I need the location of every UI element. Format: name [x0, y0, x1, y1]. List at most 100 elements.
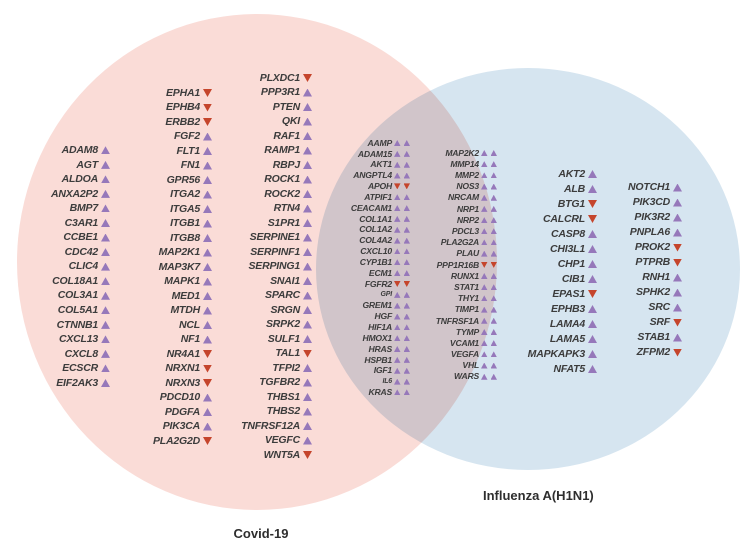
up-arrow-icon [673, 228, 682, 237]
gene-label: MAP2K1 [158, 246, 201, 259]
gene-row-ephb4: EPHB4 [166, 100, 212, 115]
up-arrow-icon [101, 189, 110, 198]
down-arrow-icon [203, 364, 212, 373]
up-arrow-icon [203, 132, 212, 141]
gene-label: PLA2G2D [152, 434, 200, 447]
gene-row-vcam1: VCAM1 [450, 338, 497, 349]
gene-label: GPR56 [166, 173, 201, 186]
up-arrow-icon [673, 183, 682, 192]
up-arrow-icon [203, 263, 212, 272]
gene-label: THBS1 [266, 390, 301, 403]
up-arrow-icon [490, 362, 497, 369]
gene-row-serping1: SERPING1 [249, 259, 312, 274]
gene-label: NRXN3 [165, 376, 200, 389]
gene-row-gpi: GPI [381, 289, 410, 300]
gene-label: MED1 [171, 289, 201, 302]
up-arrow-icon [203, 306, 212, 315]
up-arrow-icon [481, 317, 488, 324]
gene-row-itga2: ITGA2 [170, 187, 212, 202]
up-arrow-icon [101, 160, 110, 169]
gene-row-ephb3: EPHB3 [551, 302, 597, 317]
gene-row-col3a1: COL3A1 [58, 288, 110, 303]
gene-row-itga5: ITGA5 [170, 202, 212, 217]
up-arrow-icon [490, 273, 497, 280]
up-arrow-icon [588, 245, 597, 253]
gene-row-fgfr2: FGFR2 [365, 279, 410, 290]
gene-row-sulf1: SULF1 [268, 332, 312, 347]
up-arrow-icon [394, 270, 401, 277]
up-arrow-icon [403, 150, 410, 157]
gene-row-casp8: CASP8 [551, 227, 597, 242]
up-arrow-icon [203, 335, 212, 344]
gene-row-map3k7: MAP3K7 [159, 260, 212, 275]
gene-row-srpk2: SRPK2 [266, 317, 312, 332]
up-arrow-icon [394, 248, 401, 255]
gene-row-sparc: SPARC [265, 288, 312, 303]
gene-row-wars: WARS [454, 371, 497, 382]
gene-label: MAP2K2 [445, 147, 479, 158]
up-arrow-icon [673, 333, 682, 342]
gene-label: CYP1B1 [359, 257, 392, 267]
up-arrow-icon [394, 378, 401, 385]
down-arrow-icon [303, 74, 312, 83]
gene-row-epha1: EPHA1 [166, 86, 212, 101]
up-arrow-icon [394, 346, 401, 353]
gene-label: NFAT5 [553, 362, 586, 375]
up-arrow-icon [394, 302, 401, 309]
gene-label: EPHA1 [165, 86, 200, 99]
gene-label: CTNNB1 [56, 318, 99, 331]
gene-row-nrp2: NRP2 [457, 215, 497, 226]
up-arrow-icon [673, 273, 682, 282]
gene-row-adam8: ADAM8 [62, 143, 110, 158]
gene-label: SRGN [270, 303, 300, 316]
gene-row-src: SRC [648, 300, 682, 315]
gene-row-anxa2p2: ANXA2P2 [51, 187, 110, 202]
gene-row-fn1: FN1 [181, 158, 212, 173]
influenza-circle [316, 68, 740, 470]
up-arrow-icon [403, 291, 410, 298]
gene-label: SNAI1 [270, 274, 300, 287]
up-arrow-icon [101, 364, 110, 373]
gene-label: TYMP [455, 326, 479, 337]
gene-row-eif2ak3: EIF2AK3 [56, 376, 110, 391]
up-arrow-icon [481, 228, 488, 235]
up-arrow-icon [203, 205, 212, 214]
up-arrow-icon [394, 367, 401, 374]
gene-label: PTEN [272, 100, 300, 113]
gene-row-rtn4: RTN4 [274, 201, 312, 216]
gene-label: ALDOA [61, 173, 99, 186]
gene-row-zfpm2: ZFPM2 [637, 345, 682, 360]
gene-row-rnh1: RNH1 [642, 270, 682, 285]
gene-row-serpine1: SERPINE1 [250, 230, 312, 245]
up-arrow-icon [203, 176, 212, 185]
down-arrow-icon [403, 183, 410, 190]
up-arrow-icon [303, 88, 312, 97]
gene-label: SRC [648, 301, 670, 314]
up-arrow-icon [303, 117, 312, 126]
gene-label: NR4A1 [166, 347, 201, 360]
gene-label: EPAS1 [552, 287, 585, 300]
gene-row-nrp1: NRP1 [457, 203, 497, 214]
gene-label: PLA2G2A [440, 237, 479, 248]
up-arrow-icon [203, 147, 212, 156]
gene-row-med1: MED1 [172, 289, 212, 304]
up-arrow-icon [481, 194, 488, 201]
gene-label: VCAM1 [449, 337, 479, 348]
down-arrow-icon [203, 118, 212, 127]
up-arrow-icon [481, 205, 488, 212]
gene-label: NRXN1 [165, 362, 200, 375]
gene-row-col18a1: COL18A1 [52, 274, 110, 289]
gene-label: ROCK1 [264, 173, 300, 186]
up-arrow-icon [490, 317, 497, 324]
up-arrow-icon [303, 161, 312, 170]
gene-row-cxcl8: CXCL8 [65, 347, 110, 362]
up-arrow-icon [490, 228, 497, 235]
gene-row-akt1: AKT1 [370, 159, 410, 170]
up-arrow-icon [481, 250, 488, 257]
gene-row-srgn: SRGN [270, 303, 312, 318]
up-arrow-icon [481, 172, 488, 179]
down-arrow-icon [203, 379, 212, 388]
gene-label: TFPI2 [272, 361, 300, 374]
gene-label: CASP8 [550, 227, 585, 240]
up-arrow-icon [588, 305, 597, 313]
